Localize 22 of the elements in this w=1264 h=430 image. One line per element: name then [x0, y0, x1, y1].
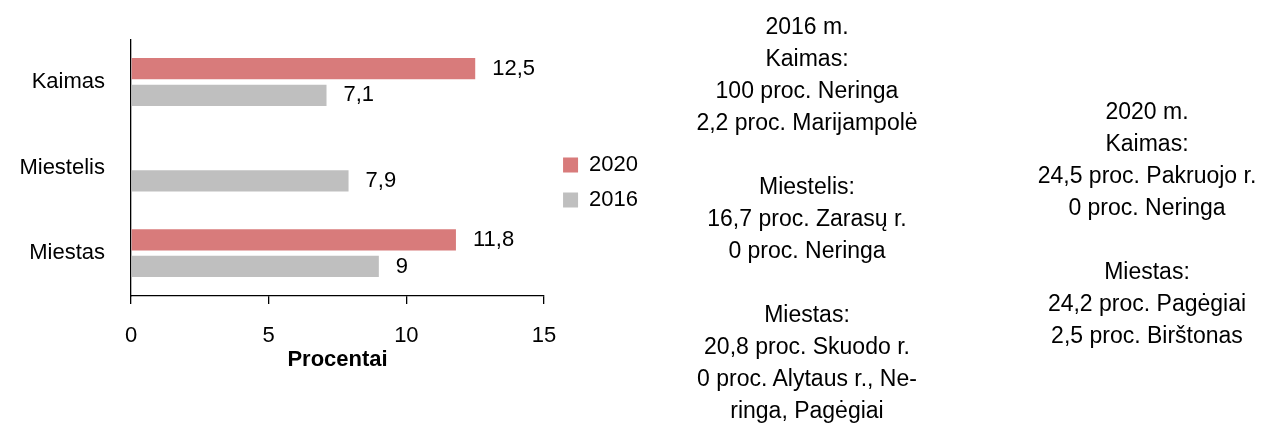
text: 2016 m. Kaimas: 100 proc. Neringa 2,2 proc. Marijampolė Miestelis: 16,7 proc. Zarasų r. 0 proc. Neringa Miestas: 20,8 proc. Skuodo r. 0 proc. Alytaus r., Ne- ringa, Pagėgiai	[696, 13, 918, 423]
y-tick-label: Kaimas	[31, 68, 105, 94]
bar	[131, 255, 379, 278]
x-axis-title: Procentai	[287, 345, 388, 371]
data-label: 7,9	[365, 166, 397, 192]
bar	[131, 58, 476, 80]
x-tick-label: 5	[262, 322, 275, 348]
x-tick-label: 0	[124, 322, 138, 348]
bar	[131, 170, 349, 192]
text: 2020 m. Kaimas: 24,5 proc. Pakruojo r. 0 proc. Neringa Miestas: 24,2 proc. Pagėgiai 2,5 proc. Birštonas	[1037, 98, 1257, 348]
data-label: 7,1	[343, 81, 375, 107]
bar	[131, 84, 327, 106]
data-label: 12,5	[492, 54, 536, 80]
data-label: 11,8	[472, 225, 515, 251]
bar	[131, 229, 456, 251]
data-label: 9	[395, 252, 409, 278]
x-tick-label: 10	[394, 322, 419, 348]
legend-label: 2016	[589, 186, 639, 212]
y-tick-label: Miestelis	[19, 153, 105, 179]
y-tick-label: Miestas	[29, 239, 105, 265]
x-tick-label: 15	[531, 322, 557, 348]
legend-label: 2020	[589, 151, 639, 177]
